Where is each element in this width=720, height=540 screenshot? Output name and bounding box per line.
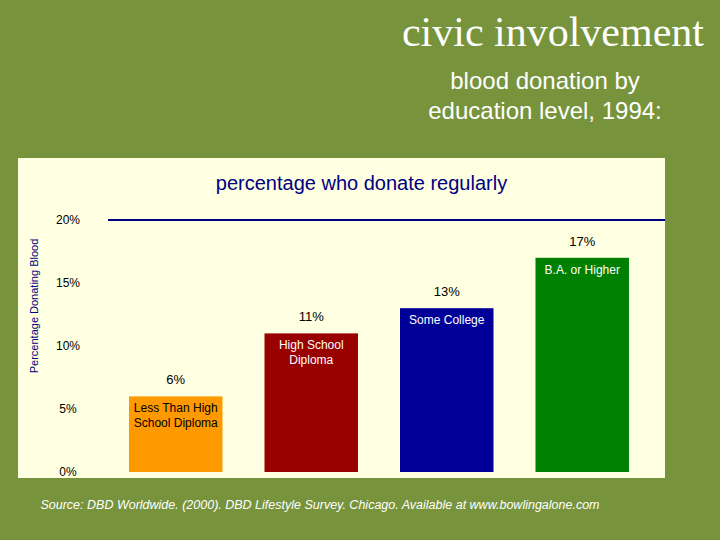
label-line: Less Than High bbox=[134, 401, 218, 415]
subtitle: blood donation by education level, 1994: bbox=[405, 66, 685, 126]
range-line bbox=[108, 219, 665, 221]
y-tick-label: 20% bbox=[56, 213, 80, 227]
chart: percentage who donate regularly 0% 5% 10% 15… bbox=[0, 0, 720, 540]
data-label: 13% bbox=[434, 284, 460, 299]
label-line: Diploma bbox=[289, 353, 333, 367]
data-label: 11% bbox=[299, 309, 324, 324]
label-line: Some College bbox=[409, 313, 485, 327]
bar bbox=[265, 333, 358, 472]
title: civic involvement bbox=[402, 8, 704, 56]
label-line: High School bbox=[279, 338, 344, 352]
y-tick-label: 15% bbox=[56, 276, 80, 290]
source: Source: DBD Worldwide. (2000). DBD Lifes… bbox=[40, 498, 599, 512]
y-tick-label: 5% bbox=[59, 402, 77, 416]
category-label: High SchoolDiploma bbox=[279, 338, 344, 367]
data-label: 6% bbox=[166, 372, 185, 387]
category-label: B.A. or Higher bbox=[545, 263, 620, 277]
y-tick-label: 0% bbox=[59, 465, 77, 479]
bars bbox=[129, 258, 629, 472]
category-label: Less Than HighSchool Diploma bbox=[134, 401, 218, 430]
data-label: 17% bbox=[569, 234, 595, 249]
panel bbox=[18, 158, 665, 478]
y-axis-label: Percentage Donating Blood bbox=[28, 239, 40, 374]
bar bbox=[536, 258, 629, 472]
label-line: School Diploma bbox=[134, 416, 218, 430]
bar bbox=[129, 396, 222, 472]
category-label: Some College bbox=[409, 313, 485, 327]
label-line: B.A. or Higher bbox=[545, 263, 620, 277]
y-tick-label: 10% bbox=[56, 339, 80, 353]
plot-title: percentage who donate regularly bbox=[216, 172, 507, 194]
bar bbox=[400, 308, 493, 472]
